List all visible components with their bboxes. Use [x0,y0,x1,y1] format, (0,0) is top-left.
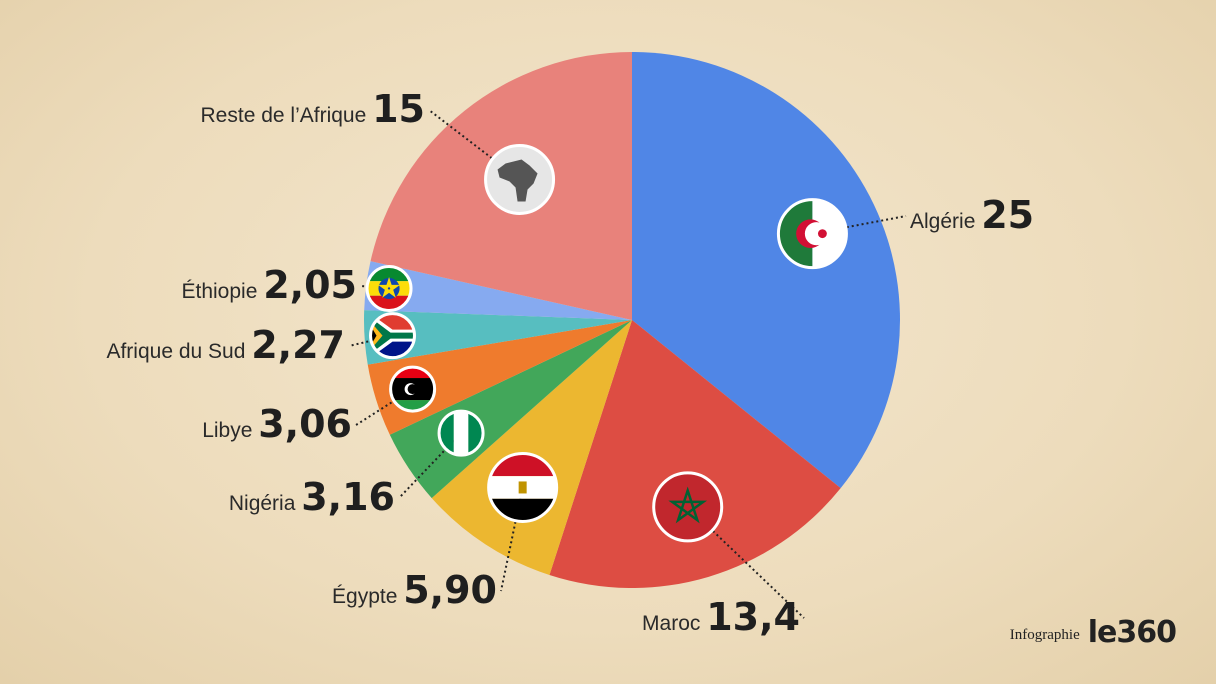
slice-label: Éthiopie 2,05 [182,263,358,307]
slice-label: Reste de l’Afrique 15 [201,87,425,131]
morocco-flag-icon [652,471,724,543]
pie-slice-6 [363,310,632,365]
slice-value: 25 [981,193,1034,237]
slice-value: 5,90 [403,568,497,612]
slice-name: Algérie [910,210,981,233]
algeria-flag-icon [776,198,848,270]
slice-label: Libye 3,06 [202,402,352,446]
slice-label: Nigéria 3,16 [229,475,395,519]
slice-value: 2,05 [263,263,357,307]
slice-name: Libye [202,419,258,442]
slice-name: Afrique du Sud [106,340,251,363]
nigeria-flag-icon [437,409,485,457]
footer-label: Infographie [1009,627,1080,643]
pie-slice-3 [431,320,632,575]
slice-name: Maroc [642,612,706,635]
slice-name: Nigéria [229,492,301,515]
slice-value: 3,16 [301,475,395,519]
pie-slice-7 [364,261,632,320]
leader-line [428,109,521,181]
slice-label: Algérie 25 [910,193,1034,237]
slice-value: 13,4 [706,595,800,639]
ethiopia-flag-icon [365,264,413,312]
slice-value: 2,27 [251,323,345,367]
brand-logo: le360 [1087,615,1177,650]
libya-flag-icon [389,365,437,413]
slice-name: Égypte [332,585,403,608]
africa-map-icon [484,143,556,215]
pie-slice-2 [549,320,841,588]
slice-label: Maroc 13,4 [642,595,800,639]
slice-value: 15 [372,87,425,131]
footer: Infographie le360 [1009,615,1177,650]
slice-label: Égypte 5,90 [332,568,497,612]
south-africa-flag-icon [369,312,417,360]
slice-label: Afrique du Sud 2,27 [106,323,345,367]
egypt-flag-icon [487,451,559,523]
slice-name: Éthiopie [182,280,264,303]
slice-name: Reste de l’Afrique [201,104,373,127]
pie-slice-1 [632,52,901,489]
slice-value: 3,06 [258,402,352,446]
pie-slice-5 [367,320,632,435]
